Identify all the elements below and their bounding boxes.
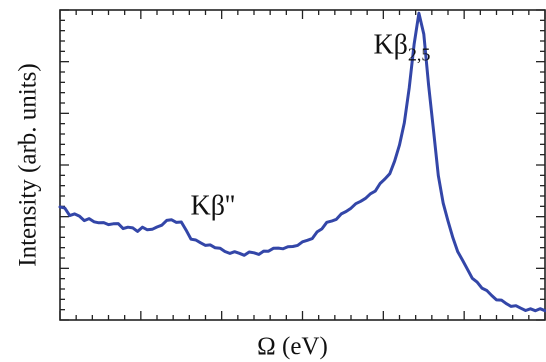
peak-label-main: Kβ	[373, 29, 407, 60]
y-axis-label: Intensity (arb. units)	[15, 63, 42, 266]
peak-label-subscript: 2,5	[408, 44, 431, 64]
series-line	[58, 11, 546, 313]
x-axis-label: Ω (eV)	[257, 333, 328, 360]
kbeta-25-label: Kβ2,5	[373, 29, 430, 64]
kbeta-doubleprime-label: Kβ''	[190, 191, 235, 222]
plot-frame	[59, 9, 546, 321]
peak-labels: Kβ'' Kβ2,5	[190, 29, 430, 221]
peak-label-main: Kβ''	[190, 191, 235, 222]
axis-ticks	[59, 9, 546, 321]
